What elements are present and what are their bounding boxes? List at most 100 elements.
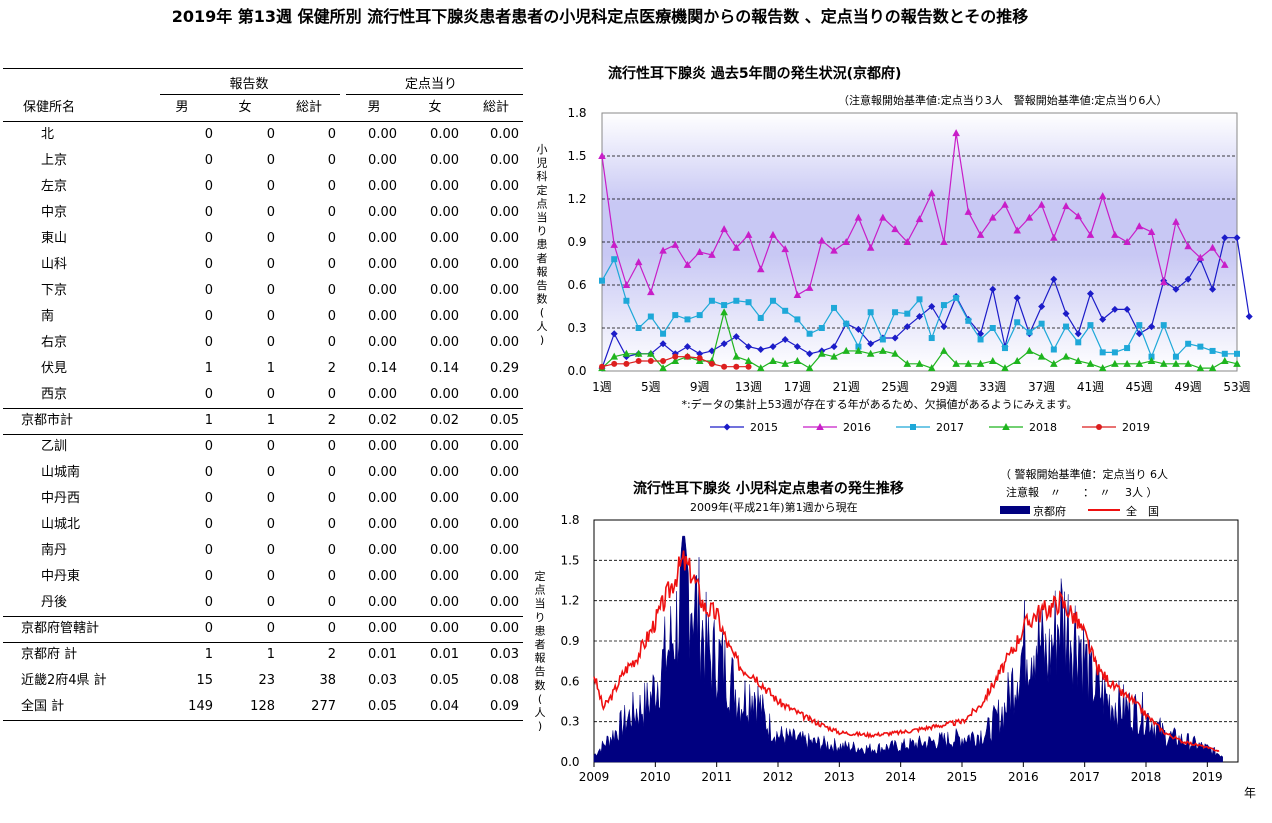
data-point-2016 bbox=[1159, 278, 1168, 286]
data-point-2019 bbox=[647, 357, 654, 364]
row-name: 南丹 bbox=[41, 543, 68, 558]
data-point-2018 bbox=[1135, 359, 1144, 367]
data-point-2017 bbox=[733, 297, 740, 304]
rate-cell: 0.02 bbox=[430, 413, 459, 428]
count-cell: 0 bbox=[266, 309, 275, 324]
rate-cell: 0.00 bbox=[430, 335, 459, 350]
count-cell: 0 bbox=[266, 127, 275, 142]
data-point-2015 bbox=[830, 343, 838, 351]
rate-cell: 0.00 bbox=[490, 231, 519, 246]
data-point-2016 bbox=[744, 230, 753, 238]
count-cell: 0 bbox=[327, 205, 336, 220]
chart2-xtick-label: 2009 bbox=[579, 770, 610, 784]
data-point-2018 bbox=[671, 356, 680, 364]
count-cell: 0 bbox=[327, 465, 336, 480]
chart2-trend: 0.0 0.3 0.6 0.9 1.2 1.5 1.8 2009 2010 2011 2012 201… bbox=[535, 504, 1257, 800]
data-point-2018 bbox=[1025, 346, 1034, 354]
data-point-2017 bbox=[782, 307, 789, 314]
data-point-2016 bbox=[1074, 212, 1083, 220]
legend-marker bbox=[816, 423, 824, 430]
count-cell: 0 bbox=[327, 439, 336, 454]
data-point-2017 bbox=[721, 302, 728, 309]
rate-cell: 0.00 bbox=[490, 465, 519, 480]
data-point-2017 bbox=[843, 320, 850, 327]
count-cell: 128 bbox=[250, 699, 275, 714]
chart2-xtick-label: 2016 bbox=[1008, 770, 1039, 784]
count-cell: 0 bbox=[204, 231, 213, 246]
count-cell: 0 bbox=[204, 153, 213, 168]
row-name: 乙訓 bbox=[41, 439, 68, 454]
count-cell: 0 bbox=[266, 205, 275, 220]
count-cell: 0 bbox=[204, 179, 213, 194]
table-row: 中丹西 0 0 0 0.00 0.00 0.00 bbox=[3, 486, 523, 512]
data-point-2017 bbox=[611, 256, 618, 263]
row-name: 右京 bbox=[41, 335, 68, 350]
count-cell: 0 bbox=[327, 621, 336, 636]
count-cell: 0 bbox=[204, 491, 213, 506]
data-point-2016 bbox=[659, 246, 667, 254]
data-point-2018 bbox=[634, 349, 643, 357]
chart1-xtick-label: 13週 bbox=[735, 380, 762, 394]
data-point-2015 bbox=[1062, 310, 1070, 318]
data-point-2015 bbox=[1209, 285, 1217, 293]
col-header-male-rate: 男 bbox=[367, 100, 381, 115]
count-cell: 1 bbox=[266, 647, 275, 662]
row-name: 京都府 計 bbox=[21, 647, 78, 662]
chart1-xtick-label: 41週 bbox=[1077, 380, 1104, 394]
count-cell: 0 bbox=[204, 543, 213, 558]
data-point-2019 bbox=[708, 360, 715, 367]
data-point-2015 bbox=[977, 330, 985, 338]
data-point-2018 bbox=[988, 356, 997, 364]
data-point-2016 bbox=[1123, 238, 1131, 245]
table-row: 下京 0 0 0 0.00 0.00 0.00 bbox=[3, 278, 523, 304]
count-cell: 0 bbox=[266, 179, 275, 194]
rate-cell: 0.00 bbox=[490, 257, 519, 272]
data-point-2017 bbox=[1050, 346, 1057, 353]
data-point-2016 bbox=[1184, 242, 1192, 250]
data-point-2017 bbox=[1001, 345, 1008, 352]
data-point-2017 bbox=[1136, 322, 1143, 329]
count-cell: 0 bbox=[204, 335, 213, 350]
data-point-2017 bbox=[965, 317, 972, 324]
data-point-2015 bbox=[720, 340, 728, 348]
count-cell: 2 bbox=[327, 413, 336, 428]
table-row: 南 0 0 0 0.00 0.00 0.00 bbox=[3, 304, 523, 330]
table-row: 左京 0 0 0 0.00 0.00 0.00 bbox=[3, 174, 523, 200]
data-point-2016 bbox=[708, 250, 716, 258]
rate-cell: 0.00 bbox=[368, 595, 397, 610]
data-point-2018 bbox=[1196, 364, 1205, 372]
row-name: 中京 bbox=[41, 205, 68, 220]
count-cell: 0 bbox=[266, 595, 275, 610]
count-cell: 277 bbox=[311, 699, 336, 714]
chart2-xtick-label: 2018 bbox=[1131, 770, 1162, 784]
row-name: 中丹西 bbox=[41, 491, 81, 506]
chart2-xtick-label: 2011 bbox=[701, 770, 732, 784]
chart2-ylabel-char: 点 bbox=[535, 584, 546, 597]
data-point-2016 bbox=[647, 288, 655, 296]
data-point-2019 bbox=[635, 357, 642, 364]
data-point-2015 bbox=[1013, 294, 1021, 302]
data-point-2016 bbox=[634, 258, 643, 266]
data-point-2018 bbox=[622, 349, 631, 357]
data-point-2016 bbox=[1037, 200, 1046, 208]
legend-marker bbox=[723, 423, 731, 431]
data-point-2016 bbox=[854, 213, 863, 221]
rate-cell: 0.14 bbox=[368, 361, 397, 376]
data-point-2018 bbox=[744, 356, 753, 364]
data-point-2016 bbox=[1050, 233, 1058, 241]
chart1-xtick-label: 53週 bbox=[1223, 380, 1250, 394]
count-cell: 0 bbox=[204, 127, 213, 142]
table-row: 京都府管轄計 0 0 0 0.00 0.00 0.00 bbox=[3, 616, 523, 642]
data-point-2016 bbox=[793, 291, 802, 299]
table-row: 丹後 0 0 0 0.00 0.00 0.00 bbox=[3, 590, 523, 616]
data-point-2015 bbox=[1050, 275, 1058, 283]
table-row: 山科 0 0 0 0.00 0.00 0.00 bbox=[3, 252, 523, 278]
data-point-2017 bbox=[806, 330, 813, 337]
data-point-2017 bbox=[1185, 340, 1192, 347]
data-point-2015 bbox=[989, 285, 997, 293]
data-point-2017 bbox=[1014, 319, 1021, 326]
rate-cell: 0.00 bbox=[430, 543, 459, 558]
chart2-ylabel-char: ) bbox=[538, 720, 542, 733]
data-point-2016 bbox=[1062, 202, 1070, 210]
count-cell: 0 bbox=[327, 153, 336, 168]
